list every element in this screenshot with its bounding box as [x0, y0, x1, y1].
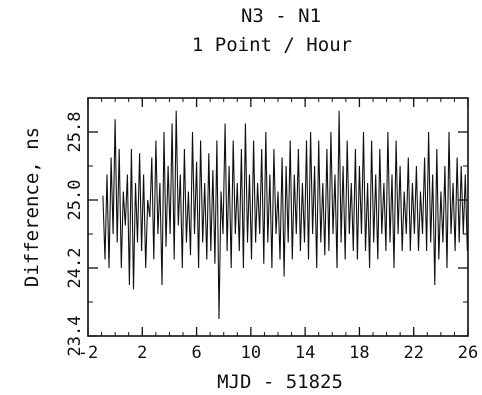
x-tick-label: 6 — [191, 343, 201, 363]
x-tick-label: 2 — [137, 343, 147, 363]
x-tick-label: 18 — [349, 343, 369, 363]
y-axis-label: Difference, ns — [21, 127, 43, 287]
series-line — [102, 110, 468, 320]
y-tick-label: 23.4 — [65, 316, 85, 357]
x-tick-label: 22 — [403, 343, 423, 363]
x-tick-label: 14 — [295, 343, 315, 363]
x-tick-label: -2 — [78, 343, 98, 363]
y-tick-label: 24.2 — [65, 248, 85, 289]
y-tick-label: 25.0 — [65, 180, 85, 221]
chart-subtitle: 1 Point / Hour — [192, 34, 352, 56]
chart-title: N3 - N1 — [241, 5, 321, 27]
x-tick-label: 26 — [458, 343, 478, 363]
y-tick-label: 25.8 — [65, 112, 85, 153]
x-axis-label: MJD - 51825 — [217, 371, 343, 393]
x-tick-label: 10 — [241, 343, 261, 363]
